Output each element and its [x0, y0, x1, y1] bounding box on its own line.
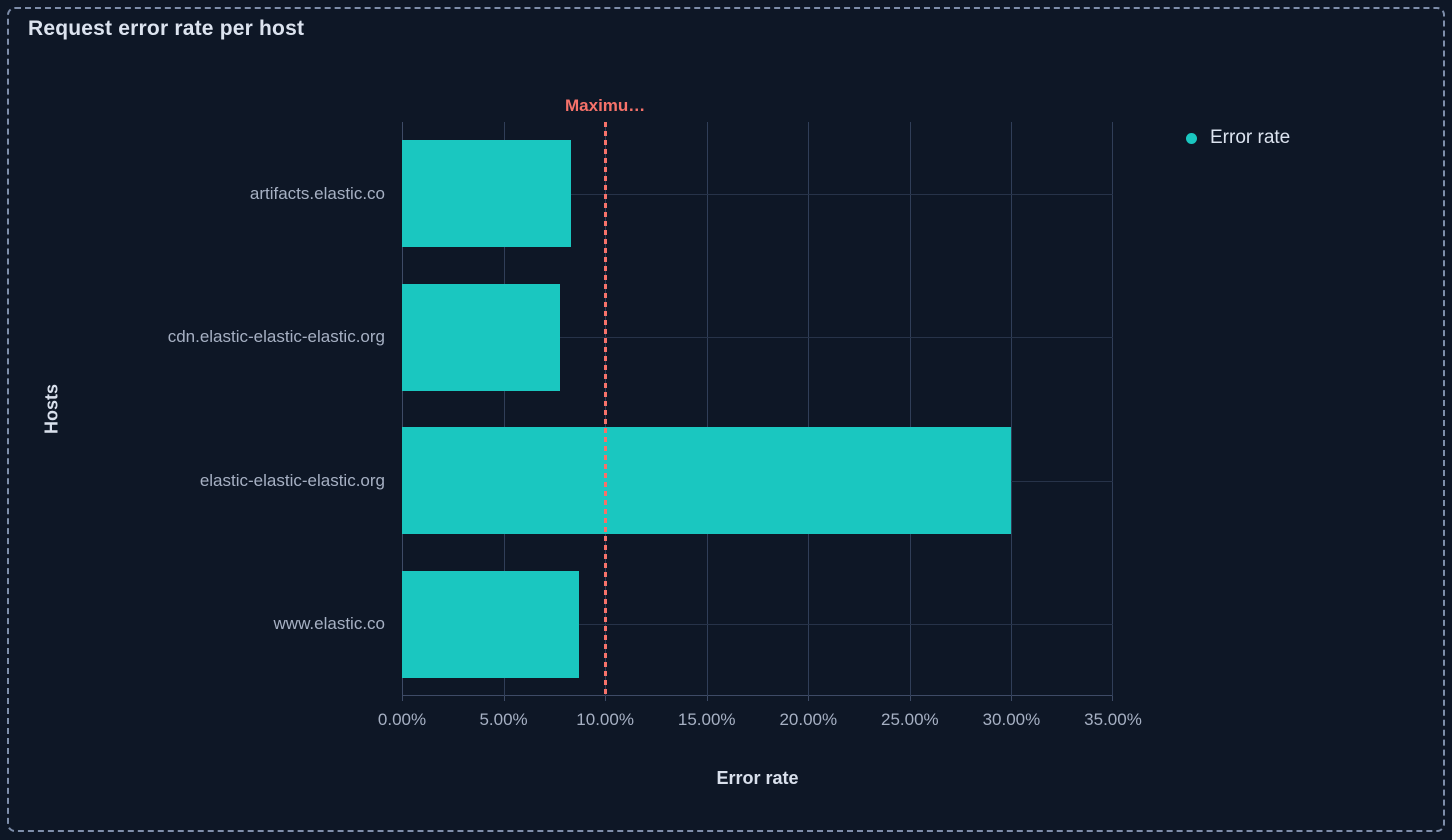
chart-bar[interactable] — [402, 283, 561, 391]
y-axis-line — [402, 122, 403, 696]
chart-bar[interactable] — [402, 427, 1012, 535]
x-tick-mark — [605, 696, 607, 701]
x-tick-label: 10.00% — [576, 710, 634, 729]
x-tick-label: 35.00% — [1084, 710, 1142, 729]
y-category-label: artifacts.elastic.co — [249, 183, 385, 203]
y-axis-labels: artifacts.elastic.co cdn.elastic-elastic-… — [0, 122, 385, 696]
x-tick-label: 30.00% — [982, 710, 1041, 729]
x-tick-label: 25.00% — [881, 710, 939, 729]
x-gridline — [503, 122, 505, 696]
x-tick-label: 5.00% — [479, 710, 528, 729]
y-axis-title: Hosts — [41, 383, 62, 435]
x-tick-label: 20.00% — [779, 710, 838, 729]
x-gridline — [1011, 122, 1013, 696]
x-axis-title: Error rate — [716, 768, 799, 788]
x-tick-mark — [706, 696, 708, 701]
x-tick-mark — [1112, 696, 1113, 701]
x-gridline — [706, 122, 708, 696]
x-tick-mark — [503, 696, 505, 701]
threshold-label: Maximu… — [564, 96, 646, 115]
y-gridline — [402, 193, 1113, 195]
x-tick-mark — [402, 696, 403, 701]
x-axis-line — [402, 695, 1113, 696]
chart-bar[interactable] — [402, 140, 571, 248]
plot-area — [402, 122, 1113, 701]
y-category-label: www.elastic.co — [273, 614, 385, 634]
chart-bar[interactable] — [402, 570, 579, 678]
x-gridline — [1112, 122, 1113, 696]
y-category-label: elastic-elastic-elastic.org — [199, 470, 385, 490]
x-gridline — [808, 122, 810, 696]
legend-label: Error rate — [1210, 127, 1291, 148]
y-gridline — [402, 337, 1113, 339]
y-category-label: cdn.elastic-elastic-elastic.org — [167, 327, 385, 347]
x-tick-mark — [909, 696, 911, 701]
x-tick-mark — [1011, 696, 1013, 701]
y-gridline — [402, 624, 1113, 626]
x-gridline — [909, 122, 911, 696]
x-tick-label: 15.00% — [677, 710, 736, 729]
panel-title: Request error rate per host — [28, 17, 305, 40]
threshold-line — [603, 122, 607, 696]
x-tick-mark — [808, 696, 810, 701]
x-tick-label: 0.00% — [377, 710, 427, 729]
legend-item[interactable]: Error rate — [1186, 127, 1290, 149]
x-axis-labels: 0.00% 5.00% 10.00% 15.00% 20.00% 25.00% 30.00%… — [378, 710, 1142, 740]
legend-color-swatch — [1186, 132, 1197, 144]
